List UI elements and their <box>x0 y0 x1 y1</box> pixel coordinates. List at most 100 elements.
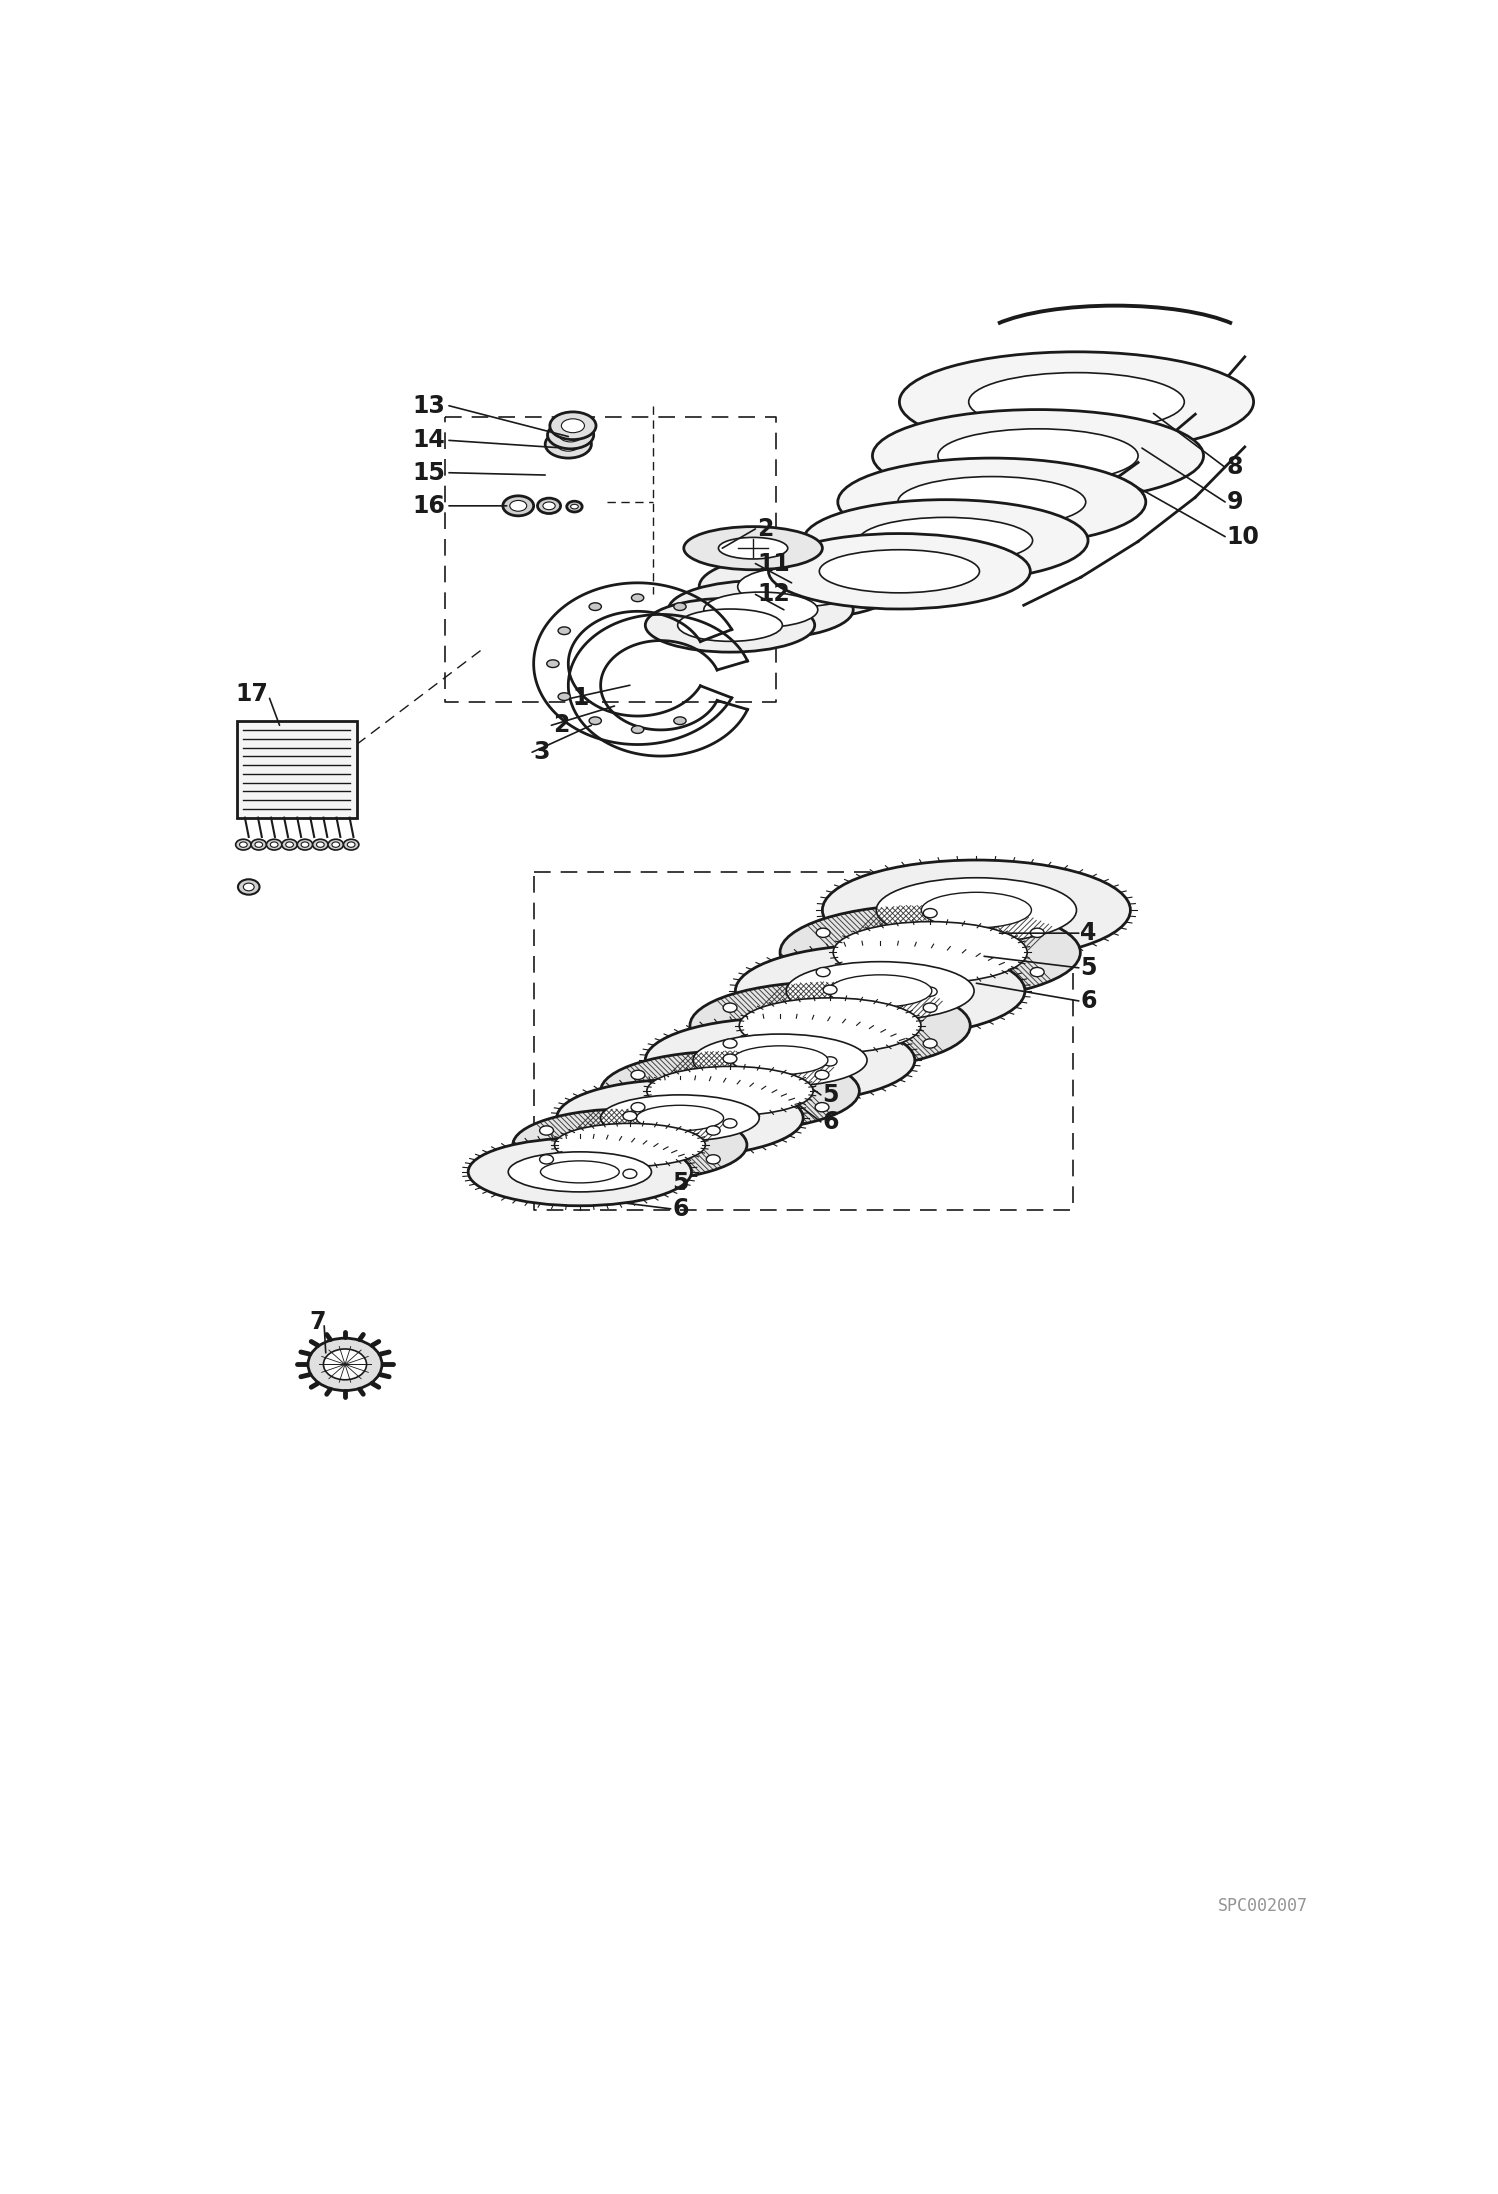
Ellipse shape <box>724 1053 737 1064</box>
Text: 3: 3 <box>533 739 550 764</box>
Ellipse shape <box>547 660 559 667</box>
Ellipse shape <box>267 840 282 849</box>
Ellipse shape <box>550 412 596 439</box>
Text: 15: 15 <box>412 461 445 485</box>
Ellipse shape <box>921 893 1032 928</box>
Ellipse shape <box>780 904 1080 1000</box>
Ellipse shape <box>539 1154 553 1165</box>
Ellipse shape <box>508 1152 652 1191</box>
Ellipse shape <box>969 373 1185 432</box>
Ellipse shape <box>313 840 328 849</box>
Ellipse shape <box>559 693 571 700</box>
Text: 2: 2 <box>756 518 773 542</box>
Ellipse shape <box>542 502 556 509</box>
Ellipse shape <box>768 533 1031 610</box>
Ellipse shape <box>677 610 782 641</box>
Ellipse shape <box>566 500 583 511</box>
Ellipse shape <box>348 842 355 847</box>
Ellipse shape <box>1031 928 1044 937</box>
Ellipse shape <box>923 1003 938 1011</box>
Ellipse shape <box>571 505 578 509</box>
Ellipse shape <box>589 603 601 610</box>
Ellipse shape <box>737 566 861 608</box>
Ellipse shape <box>601 1095 759 1141</box>
Ellipse shape <box>724 1040 737 1049</box>
Text: 4: 4 <box>1080 921 1097 946</box>
Ellipse shape <box>324 1349 367 1380</box>
Ellipse shape <box>539 1126 553 1134</box>
Text: 17: 17 <box>235 682 268 706</box>
Ellipse shape <box>876 878 1077 943</box>
Ellipse shape <box>646 1018 915 1104</box>
Ellipse shape <box>824 1058 837 1066</box>
Text: 13: 13 <box>412 393 445 417</box>
Bar <box>237 722 357 818</box>
Text: 2: 2 <box>553 713 569 737</box>
Ellipse shape <box>235 840 252 849</box>
Ellipse shape <box>623 1169 637 1178</box>
Text: 12: 12 <box>756 581 789 606</box>
Ellipse shape <box>316 842 324 847</box>
Text: 8: 8 <box>1227 456 1243 478</box>
Ellipse shape <box>509 500 527 511</box>
Ellipse shape <box>1031 968 1044 976</box>
Ellipse shape <box>824 985 837 994</box>
Text: 1: 1 <box>572 687 589 711</box>
Ellipse shape <box>297 840 313 849</box>
Ellipse shape <box>739 998 921 1053</box>
Ellipse shape <box>631 1071 646 1079</box>
Ellipse shape <box>632 595 644 601</box>
Ellipse shape <box>724 1003 737 1011</box>
Ellipse shape <box>309 1338 382 1391</box>
Ellipse shape <box>803 500 1088 581</box>
Ellipse shape <box>736 946 1025 1038</box>
Text: 6: 6 <box>673 1198 689 1220</box>
Ellipse shape <box>704 592 818 627</box>
Ellipse shape <box>691 981 971 1068</box>
Text: 10: 10 <box>1227 524 1260 548</box>
Ellipse shape <box>343 840 360 849</box>
Ellipse shape <box>683 527 822 570</box>
Ellipse shape <box>601 1051 860 1132</box>
Ellipse shape <box>733 1047 828 1075</box>
Ellipse shape <box>837 459 1146 546</box>
Ellipse shape <box>923 908 938 917</box>
Ellipse shape <box>646 599 815 652</box>
Ellipse shape <box>333 842 340 847</box>
Ellipse shape <box>899 351 1254 452</box>
Ellipse shape <box>819 551 980 592</box>
Ellipse shape <box>286 842 294 847</box>
Ellipse shape <box>694 1033 867 1086</box>
Ellipse shape <box>557 1079 803 1156</box>
Text: 11: 11 <box>756 551 789 575</box>
Text: SPC002007: SPC002007 <box>1218 1898 1308 1915</box>
Text: 5: 5 <box>822 1084 839 1108</box>
Ellipse shape <box>674 717 686 724</box>
Ellipse shape <box>557 437 580 452</box>
Ellipse shape <box>541 1161 619 1183</box>
Ellipse shape <box>538 498 560 513</box>
Text: 9: 9 <box>1227 489 1243 513</box>
Ellipse shape <box>562 419 584 432</box>
Ellipse shape <box>700 555 899 619</box>
Text: 6: 6 <box>822 1110 839 1134</box>
Ellipse shape <box>559 428 583 441</box>
Text: 6: 6 <box>1080 989 1097 1014</box>
Ellipse shape <box>647 1066 813 1117</box>
Ellipse shape <box>554 1123 706 1167</box>
Ellipse shape <box>674 603 686 610</box>
Ellipse shape <box>923 987 938 996</box>
Ellipse shape <box>545 430 592 459</box>
Ellipse shape <box>589 717 601 724</box>
Ellipse shape <box>816 968 830 976</box>
Ellipse shape <box>301 842 309 847</box>
Ellipse shape <box>282 840 297 849</box>
Ellipse shape <box>512 1108 748 1180</box>
Ellipse shape <box>632 726 644 733</box>
Ellipse shape <box>270 842 279 847</box>
Ellipse shape <box>724 1119 737 1128</box>
Ellipse shape <box>243 884 255 891</box>
Ellipse shape <box>858 518 1032 564</box>
Ellipse shape <box>559 627 571 634</box>
Text: 5: 5 <box>673 1172 689 1196</box>
